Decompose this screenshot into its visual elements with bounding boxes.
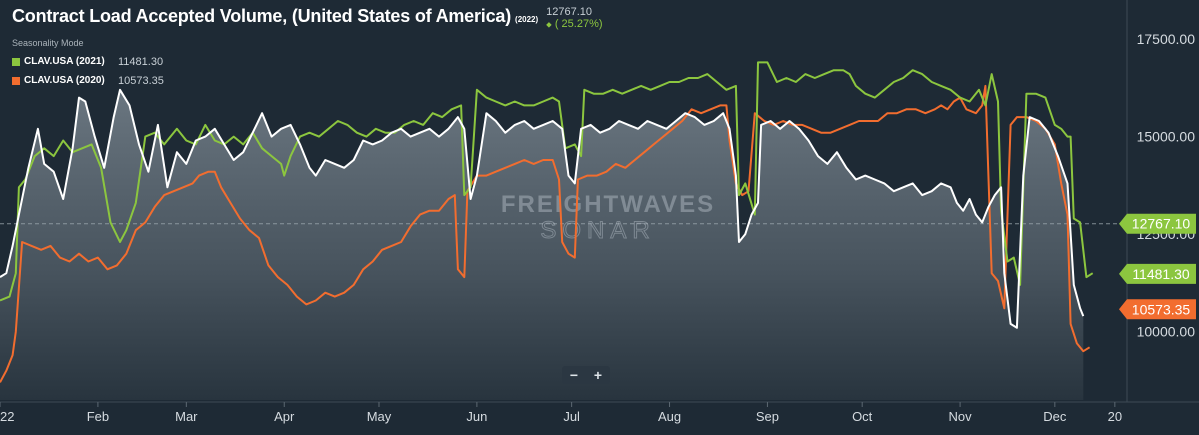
series-line-2020 (0, 84, 1091, 383)
value-tag: 12767.10 (1119, 213, 1196, 234)
x-tick-label: Dec (1043, 409, 1067, 424)
value-tag-text: 11481.30 (1132, 266, 1190, 282)
x-tick-label: 22 (0, 409, 14, 424)
change-up-icon: ⬥ (546, 20, 552, 29)
headline-change-text: ( 25.27%) (554, 18, 603, 30)
x-tick-label: Jun (466, 409, 487, 424)
legend-item-2020[interactable]: CLAV.USA (2020) 10573.35 (12, 71, 164, 90)
x-tick-label: Sep (756, 409, 779, 424)
series-line-2021 (0, 61, 1094, 302)
x-tick-label: May (367, 409, 392, 424)
x-tick-label: Oct (852, 409, 873, 424)
value-tag-text: 12767.10 (1132, 216, 1191, 232)
value-tag: 11481.30 (1119, 263, 1196, 284)
y-tick-label: 17500.00 (1137, 31, 1196, 47)
headline-value: 12767.10 (546, 6, 593, 18)
watermark-line2: SONAR (540, 217, 655, 244)
headline-block: 12767.10 ⬥ ( 25.27%) (546, 6, 602, 31)
chart-header: Contract Load Accepted Volume, (United S… (12, 6, 603, 31)
legend: CLAV.USA (2021) 11481.30 CLAV.USA (2020)… (12, 52, 164, 90)
x-tick-label: Mar (175, 409, 198, 424)
legend-value-2021: 11481.30 (118, 55, 164, 68)
x-tick-label: Aug (658, 409, 681, 424)
watermark-line1: FREIGHTWAVES (501, 191, 715, 218)
legend-swatch-2021 (12, 57, 20, 66)
seasonality-mode-label: Seasonality Mode (12, 38, 84, 48)
value-tag-text: 10573.35 (1132, 301, 1191, 317)
legend-name-2020: CLAV.USA (2020) (24, 75, 105, 86)
zoom-control: − + (562, 366, 610, 384)
x-tick-label: 20 (1108, 409, 1122, 424)
legend-item-2021[interactable]: CLAV.USA (2021) 11481.30 (12, 52, 164, 71)
chart-title: Contract Load Accepted Volume, (United S… (12, 6, 512, 26)
legend-name-2021: CLAV.USA (2021) (24, 56, 105, 67)
y-tick-label: 15000.00 (1137, 129, 1196, 145)
value-tag: 10573.35 (1119, 299, 1196, 320)
title-year: (2022) (515, 15, 539, 24)
headline-change: ⬥ ( 25.27%) (546, 18, 602, 31)
value-tag-bg (1119, 213, 1196, 234)
x-tick-label: Feb (87, 409, 109, 424)
y-tick-label: 10000.00 (1137, 324, 1196, 340)
x-tick-label: Apr (274, 409, 295, 424)
value-tag-bg (1119, 263, 1196, 284)
legend-value-2020: 10573.35 (118, 74, 164, 87)
value-tag-bg (1119, 299, 1196, 320)
legend-swatch-2020 (12, 76, 20, 85)
zoom-out-button[interactable]: − (569, 367, 579, 383)
zoom-in-button[interactable]: + (593, 367, 603, 383)
x-tick-label: Jul (563, 409, 580, 424)
series-area-2022 (0, 89, 1084, 401)
x-tick-label: Nov (949, 409, 973, 424)
series-line-2022 (0, 88, 1085, 329)
